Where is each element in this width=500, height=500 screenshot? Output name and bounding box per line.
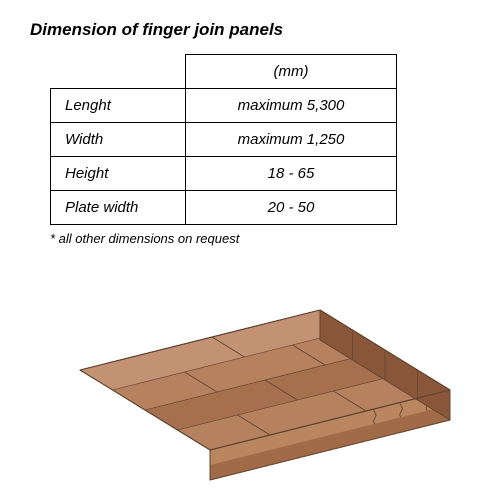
table-row: Lenght maximum 5,300 xyxy=(51,89,397,123)
footnote: * all other dimensions on request xyxy=(50,231,470,246)
dimension-table: (mm) Lenght maximum 5,300 Width maximum … xyxy=(50,54,397,225)
row-value: 18 - 65 xyxy=(186,157,397,191)
row-value: maximum 1,250 xyxy=(186,123,397,157)
row-label: Lenght xyxy=(51,89,186,123)
row-label: Plate width xyxy=(51,191,186,225)
unit-header: (mm) xyxy=(186,55,397,89)
table-empty-cell xyxy=(51,55,186,89)
row-label: Width xyxy=(51,123,186,157)
table-row: (mm) xyxy=(51,55,397,89)
row-label: Height xyxy=(51,157,186,191)
table-row: Height 18 - 65 xyxy=(51,157,397,191)
table-row: Plate width 20 - 50 xyxy=(51,191,397,225)
table-row: Width maximum 1,250 xyxy=(51,123,397,157)
row-value: 20 - 50 xyxy=(186,191,397,225)
panel-illustration xyxy=(60,300,460,490)
row-value: maximum 5,300 xyxy=(186,89,397,123)
page-title: Dimension of finger join panels xyxy=(30,20,470,40)
